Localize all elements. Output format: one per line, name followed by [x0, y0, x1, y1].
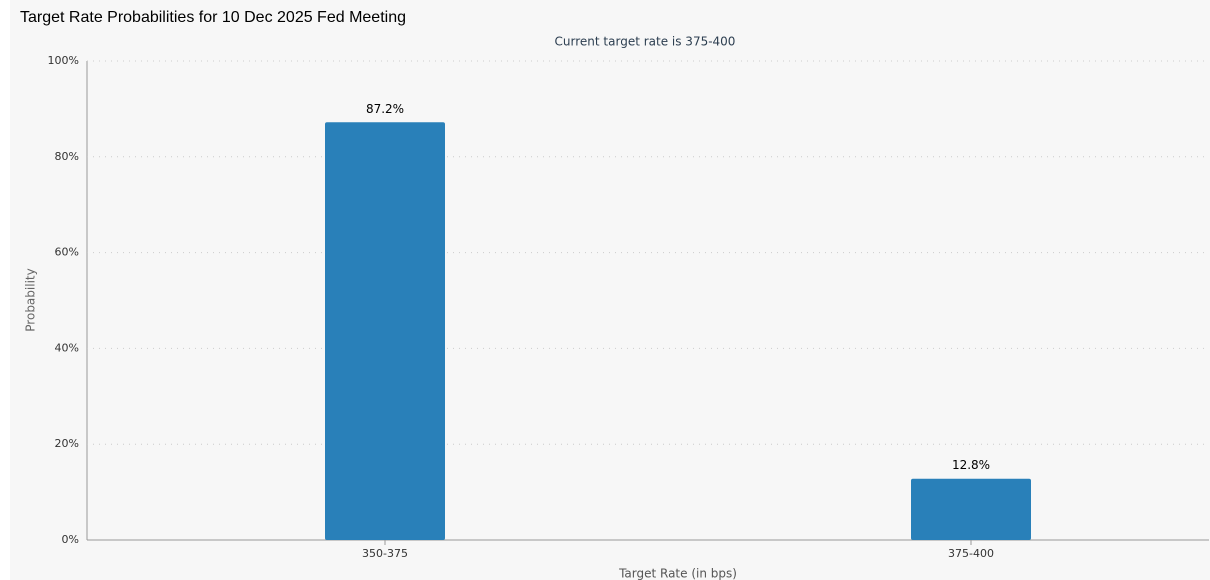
y-tick-label: 80%	[55, 150, 79, 163]
value-label: 12.8%	[952, 458, 990, 472]
chart-title: Target Rate Probabilities for 10 Dec 202…	[20, 9, 406, 26]
y-axis-label: Probability	[24, 268, 38, 331]
y-tick-label: 0%	[62, 533, 79, 546]
y-tick-label: 100%	[48, 54, 79, 67]
x-tick-label: 375-400	[948, 547, 994, 560]
bar	[325, 122, 445, 540]
y-tick-label: 60%	[55, 246, 79, 259]
x-tick-label: 350-375	[362, 547, 408, 560]
y-tick-label: 20%	[55, 437, 79, 450]
bar	[911, 478, 1031, 540]
y-tick-label: 40%	[55, 341, 79, 354]
value-label: 87.2%	[366, 102, 404, 116]
chart-subtitle: Current target rate is 375-400	[555, 35, 736, 49]
x-axis-label: Target Rate (in bps)	[618, 567, 737, 580]
